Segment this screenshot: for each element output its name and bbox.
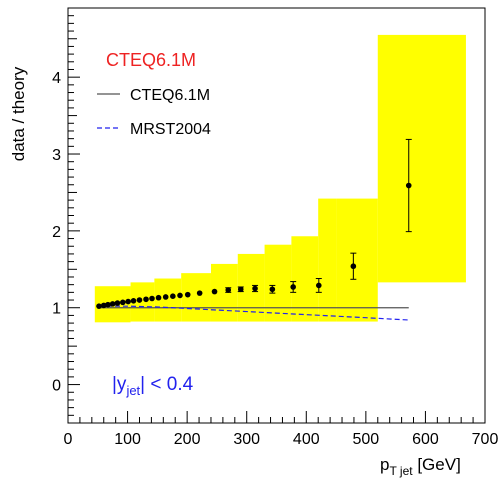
marker-18 [225,287,232,293]
x-tick-label-4: 400 [293,431,320,448]
data-point-21 [269,284,276,294]
axis-ticks: 0 100 200 300 400 500 600 700 0 1 2 3 4 [52,15,499,448]
legend-entry-cteq: CTEQ6.1M [130,87,210,104]
marker-2 [105,301,111,308]
data-point-6 [125,298,131,305]
legend-entry-mrst: MRST2004 [130,121,211,138]
x-axis-label-main: p [380,455,389,474]
x-tick-label-3: 300 [233,431,260,448]
annotation-sub: jet [125,383,140,398]
data-points [96,138,412,309]
data-point-18 [225,287,232,293]
theory-lines [98,305,409,321]
data-point-4 [114,300,121,306]
data-point-25 [405,138,412,233]
x-axis-label: pT jet [GeV] [380,455,461,478]
rapidity-annotation: |yjet| < 0.4 [112,374,194,398]
band-bin-10 [377,34,466,283]
x-tick-label-0: 0 [64,431,73,448]
data-point-16 [196,290,203,296]
marker-8 [136,297,143,303]
marker-24 [350,263,357,270]
annotation-main: |y [112,374,127,395]
data-point-9 [143,296,149,303]
marker-4 [114,300,121,306]
marker-23 [315,282,322,289]
y-tick-label-1: 1 [52,301,61,318]
data-point-8 [136,297,143,303]
marker-14 [177,292,183,299]
x-tick-label-6: 600 [412,431,439,448]
data-point-1 [100,302,107,309]
y-tick-label-2: 2 [52,224,61,241]
data-point-15 [184,291,191,298]
marker-0 [96,303,102,309]
data-point-19 [237,286,244,293]
y-axis-label: data / theory [9,66,28,161]
data-point-22 [290,281,297,293]
data-point-2 [105,301,111,308]
marker-17 [211,288,218,295]
data-point-5 [120,299,126,306]
x-tick-label-5: 500 [353,431,380,448]
data-point-23 [315,278,322,293]
band-bin-3 [181,273,211,322]
marker-9 [143,296,149,303]
band-bin-1 [130,282,155,322]
marker-21 [269,286,276,293]
band-bin-7 [291,236,319,322]
marker-7 [130,298,137,304]
uncertainty-band [94,34,466,323]
line-mrst2004 [98,305,409,321]
y-tick-label-0: 0 [52,378,61,395]
y-tick-label-3: 3 [52,147,61,164]
marker-16 [196,290,203,296]
marker-13 [170,293,176,299]
annotation-tail: | < 0.4 [140,374,193,395]
marker-11 [155,294,162,301]
band-bin-6 [264,244,292,322]
marker-10 [149,295,155,302]
x-tick-label-2: 200 [174,431,201,448]
data-point-12 [162,294,169,300]
data-point-11 [155,294,162,301]
data-point-3 [109,301,116,307]
data-point-24 [350,252,357,280]
marker-3 [109,301,116,307]
marker-6 [125,298,131,305]
data-point-0 [96,303,102,309]
data-point-14 [177,292,183,299]
data-point-7 [130,298,137,304]
x-axis-label-unit: [GeV] [417,455,460,474]
data-point-13 [170,293,176,299]
legend-header: CTEQ6.1M [106,50,196,70]
band-bin-9 [336,198,378,322]
marker-22 [290,284,296,290]
marker-1 [100,302,107,309]
data-point-20 [252,284,259,293]
x-tick-label-1: 100 [114,431,141,448]
marker-25 [405,182,412,189]
data-point-17 [211,288,218,295]
marker-20 [252,285,258,292]
x-axis-label-sub: T jet [389,464,413,478]
x-tick-label-7: 700 [472,431,499,448]
data-point-10 [149,295,155,302]
band-bin-8 [318,198,337,322]
marker-5 [120,299,126,306]
marker-15 [184,291,191,298]
marker-12 [162,294,169,300]
y-tick-label-4: 4 [52,70,61,87]
marker-19 [237,286,244,293]
